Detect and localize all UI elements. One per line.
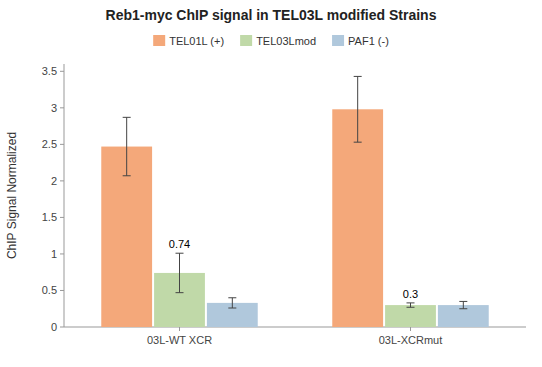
error-bar-cap <box>407 307 415 308</box>
x-tick-label: 03L-XCRmut <box>379 334 443 346</box>
error-bar-cap <box>459 308 467 309</box>
legend-item: TEL03Lmod <box>240 35 316 47</box>
legend-label: TEL01L (+) <box>169 35 224 47</box>
error-bar-cap <box>228 308 236 309</box>
legend-swatch <box>153 35 165 46</box>
x-tick <box>410 327 411 331</box>
series <box>207 298 489 327</box>
error-bar-stem <box>410 303 411 307</box>
error-bar-stem <box>357 76 358 142</box>
data-labels: 0.74 0.3 <box>169 238 418 300</box>
error-bar-cap <box>123 175 131 176</box>
legend-swatch <box>332 35 344 46</box>
error-bar <box>407 303 415 307</box>
error-bar <box>459 301 467 308</box>
error-bar <box>123 117 131 175</box>
y-tick <box>60 107 64 108</box>
y-tick <box>60 71 64 72</box>
legend-item: TEL01L (+) <box>153 35 224 47</box>
x-tick-label: 03L-WT XCR <box>147 334 212 346</box>
error-bar <box>176 253 184 292</box>
plot-area <box>101 76 488 327</box>
y-tick-label: 2 <box>51 175 57 187</box>
legend-item: PAF1 (-) <box>332 35 389 47</box>
y-tick-label: 3 <box>51 102 57 114</box>
error-bar-stem <box>232 298 233 308</box>
y-tick <box>60 144 64 145</box>
y-tick-label: 1 <box>51 248 57 260</box>
y-tick <box>60 290 64 291</box>
error-bar-cap <box>228 297 236 298</box>
y-axis-label: ChIP Signal Normalized <box>5 132 19 259</box>
y-tick <box>60 253 64 254</box>
series <box>101 76 383 327</box>
y-tick <box>60 217 64 218</box>
legend-label: TEL03Lmod <box>256 35 316 47</box>
title: Reb1-myc ChIP signal in TEL03L modified … <box>106 7 437 23</box>
bar <box>438 305 489 327</box>
legend-swatch <box>240 35 252 46</box>
error-bar-cap <box>123 117 131 118</box>
series <box>154 253 436 327</box>
error-bar-stem <box>463 301 464 308</box>
error-bar <box>354 76 362 142</box>
x-tick <box>179 327 180 331</box>
y-tick-label: 0 <box>51 321 57 333</box>
y-tick <box>60 180 64 181</box>
y-tick-label: 3.5 <box>42 65 57 77</box>
error-bar-cap <box>354 76 362 77</box>
y-axis: 0 0.5 1 1.5 2 2.5 3 3.5 <box>42 64 526 333</box>
error-bar-cap <box>459 301 467 302</box>
y-axis-line <box>64 64 65 327</box>
chart: Reb1-myc ChIP signal in TEL03L modified … <box>0 0 542 367</box>
error-bar-stem <box>179 253 180 292</box>
error-bar-cap <box>354 142 362 143</box>
error-bar <box>228 298 236 308</box>
y-tick-label: 2.5 <box>42 138 57 150</box>
y-tick-label: 1.5 <box>42 211 57 223</box>
error-bar-stem <box>126 117 127 175</box>
error-bar-cap <box>176 292 184 293</box>
error-bar-cap <box>407 302 415 303</box>
y-tick-label: 0.5 <box>42 284 57 296</box>
error-bar-cap <box>176 253 184 254</box>
bar <box>385 305 436 327</box>
y-tick <box>60 327 64 328</box>
bar <box>332 109 383 327</box>
legend: TEL01L (+) TEL03Lmod PAF1 (-) <box>153 35 389 47</box>
data-label: 0.74 <box>169 238 190 250</box>
legend-label: PAF1 (-) <box>348 35 389 47</box>
data-label: 0.3 <box>403 288 418 300</box>
